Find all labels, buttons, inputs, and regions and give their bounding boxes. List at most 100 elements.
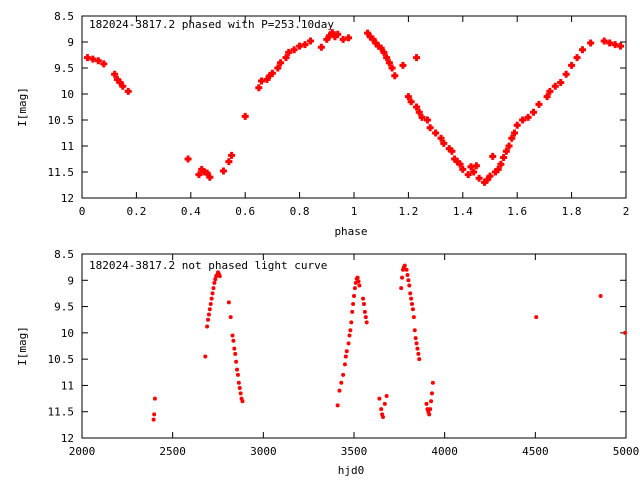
unphased-data-point <box>623 330 628 335</box>
phased-data-point <box>225 158 233 166</box>
phased-data-point <box>301 41 309 49</box>
unphased-data-point <box>206 312 211 317</box>
phased-data-point <box>326 32 334 40</box>
phased-data-point <box>481 178 489 186</box>
phased-data-point <box>587 39 595 47</box>
phased-data-point <box>451 155 459 163</box>
phased-data-point <box>472 162 480 170</box>
phased-data-point <box>274 64 282 72</box>
unphased-data-point <box>337 388 342 393</box>
unphased-data-points <box>151 263 628 422</box>
unphased-data-point <box>414 341 419 346</box>
phased-data-point <box>323 35 331 43</box>
phased-data-point <box>413 54 421 62</box>
unphased-data-point <box>429 399 434 404</box>
unphased-x-tick-label: 3500 <box>341 445 368 458</box>
phased-data-point <box>524 113 532 121</box>
phased-data-point <box>543 93 551 101</box>
phased-data-point <box>546 87 554 95</box>
phased-data-point <box>535 100 543 108</box>
phased-data-point <box>113 75 121 83</box>
unphased-data-point <box>339 380 344 385</box>
unphased-data-point <box>404 267 409 272</box>
phased-data-point <box>277 59 285 67</box>
phased-data-point <box>255 84 263 92</box>
unphased-data-point <box>352 286 357 291</box>
unphased-data-point <box>356 279 361 284</box>
unphased-data-point <box>430 380 435 385</box>
phased-data-point <box>470 168 478 176</box>
phased-x-tick-label: 2 <box>623 205 630 218</box>
phased-data-point <box>500 153 508 161</box>
unphased-chart-title: 182024-3817.2 not phased light curve <box>89 259 327 272</box>
unphased-data-point <box>364 320 369 325</box>
unphased-data-point <box>351 301 356 306</box>
phased-data-point <box>296 42 304 50</box>
unphased-x-axis-label: hjd0 <box>338 464 365 477</box>
phased-x-axis-label: phase <box>334 225 367 238</box>
unphased-data-point <box>232 346 237 351</box>
phased-y-axis-label: I[mag] <box>16 87 29 127</box>
phased-data-point <box>611 41 619 49</box>
phased-data-point <box>266 72 274 80</box>
unphased-data-point <box>381 414 386 419</box>
phased-data-point <box>374 42 382 50</box>
unphased-x-tick-label: 4000 <box>431 445 458 458</box>
unphased-data-point <box>410 307 415 312</box>
unphased-data-point <box>361 296 366 301</box>
unphased-y-tick-label: 11.5 <box>48 406 75 419</box>
phased-data-point <box>383 54 391 62</box>
phased-x-tick-label: 1.6 <box>507 205 527 218</box>
unphased-y-ticks: 8.5 9 9.5 10 10.5 11 11.5 12 <box>48 248 626 445</box>
phased-data-point <box>89 55 97 63</box>
phased-data-point <box>282 54 290 62</box>
phased-data-point <box>467 163 475 171</box>
phased-y-tick-label: 11.5 <box>48 166 75 179</box>
phased-light-curve-chart: 182024-3817.2 phased with P=253.10day ph… <box>16 10 629 238</box>
unphased-data-point <box>402 263 407 268</box>
unphased-data-point <box>226 300 231 305</box>
unphased-light-curve-chart: 182024-3817.2 not phased light curve hjd… <box>16 248 639 477</box>
unphased-data-point <box>213 277 218 282</box>
unphased-data-point <box>415 346 420 351</box>
unphased-y-tick-label: 11 <box>61 379 74 392</box>
unphased-data-point <box>363 315 368 320</box>
phased-data-point <box>345 34 353 42</box>
unphased-y-axis-label: I[mag] <box>16 326 29 366</box>
phased-data-point <box>100 60 108 68</box>
phased-data-point <box>426 124 434 132</box>
phased-data-point <box>404 93 412 101</box>
phased-data-point <box>418 113 426 121</box>
phased-data-point <box>380 48 388 56</box>
phased-data-point <box>94 57 102 65</box>
unphased-data-point <box>427 412 432 417</box>
phased-y-ticks: 8.5 9 9.5 10 10.5 11 11.5 12 <box>48 10 626 205</box>
unphased-x-tick-label: 3000 <box>250 445 277 458</box>
phased-data-point <box>510 129 518 137</box>
phased-data-points <box>83 29 625 186</box>
phased-data-point <box>184 155 192 163</box>
unphased-data-point <box>355 275 360 280</box>
phased-data-point <box>399 61 407 69</box>
unphased-x-tick-label: 2000 <box>69 445 96 458</box>
phased-y-tick-label: 10 <box>61 88 74 101</box>
phased-x-tick-label: 1.4 <box>453 205 473 218</box>
unphased-data-point <box>405 273 410 278</box>
phased-data-point <box>562 70 570 78</box>
unphased-data-point <box>429 391 434 396</box>
phased-data-point <box>119 82 127 90</box>
phased-data-point <box>203 169 211 177</box>
unphased-y-tick-label: 9.5 <box>54 301 74 314</box>
unphased-data-point <box>209 296 214 301</box>
unphased-y-tick-label: 10 <box>61 327 74 340</box>
unphased-data-point <box>352 294 356 299</box>
unphased-data-point <box>382 401 387 406</box>
phased-data-point <box>385 59 393 67</box>
unphased-x-tick-label: 2500 <box>159 445 186 458</box>
unphased-x-tick-label: 5000 <box>613 445 640 458</box>
phased-data-point <box>445 145 453 153</box>
phased-y-tick-label: 12 <box>61 192 74 205</box>
phased-data-point <box>306 37 314 45</box>
unphased-data-point <box>349 320 354 325</box>
phased-data-point <box>513 121 521 129</box>
